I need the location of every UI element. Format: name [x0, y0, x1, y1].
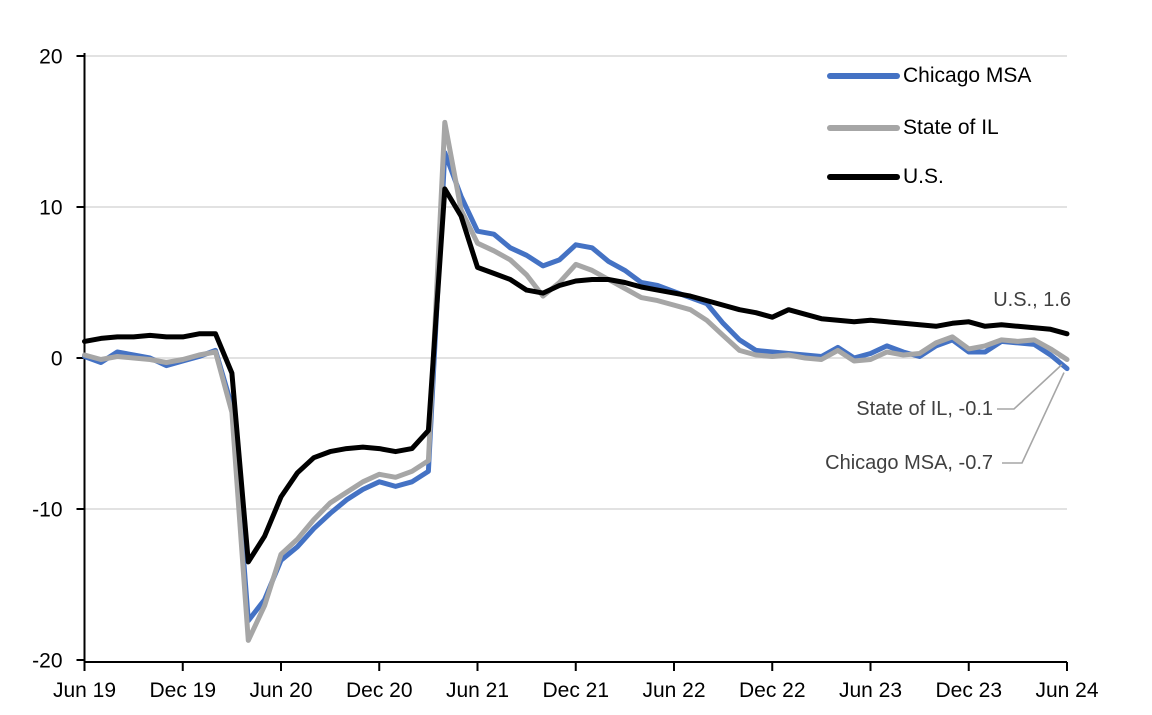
legend-line-sample-us — [827, 174, 900, 180]
leader-line-state-of-il — [997, 363, 1063, 410]
y-tick-label: -10 — [32, 499, 62, 522]
x-tick-label: Dec 22 — [739, 679, 806, 702]
legend-label-state-of-il: State of IL — [903, 116, 999, 139]
x-tick-label: Jun 20 — [249, 679, 312, 702]
legend-label-chicago-msa: Chicago MSA — [903, 64, 1032, 87]
y-tick-label: 20 — [39, 46, 62, 69]
legend-item-us: U.S. — [827, 163, 944, 191]
legend-line-sample-chicago-msa — [827, 73, 900, 79]
leader-line-chicago-msa — [1002, 372, 1065, 464]
y-tick-label: 10 — [39, 197, 62, 220]
x-tick-label: Jun 21 — [446, 679, 509, 702]
legend-line-sample-state-of-il — [827, 125, 900, 131]
x-tick-label: Jun 24 — [1035, 679, 1098, 702]
y-tick-label: 0 — [51, 348, 63, 371]
annotation-leader-lines — [997, 363, 1065, 464]
x-tick-label: Jun 23 — [839, 679, 902, 702]
series-line-state-of-il — [82, 119, 1070, 643]
series-line-u-s — [82, 186, 1070, 565]
x-tick-label: Dec 19 — [149, 679, 216, 702]
x-axis-tick-labels: Jun 19 Dec 19 Jun 20 Dec 20 Jun 21 Dec 21 Jun … — [53, 679, 1099, 702]
y-tick-label: -20 — [32, 650, 62, 673]
gridlines — [84, 55, 1067, 510]
x-tick-label: Jun 19 — [53, 679, 116, 702]
end-label-chicago-msa: Chicago MSA, -0.7 — [825, 452, 993, 474]
x-tick-label: Dec 21 — [542, 679, 609, 702]
x-tick-label: Jun 22 — [642, 679, 705, 702]
legend-label-us: U.S. — [903, 165, 944, 188]
legend-item-state-of-il: State of IL — [827, 114, 999, 142]
end-label-state-of-il: State of IL, -0.1 — [856, 398, 993, 420]
y-axis-tick-labels: 20 10 0 -10 -20 — [32, 46, 62, 673]
legend-item-chicago-msa: Chicago MSA — [827, 62, 1031, 90]
x-tick-label: Dec 20 — [346, 679, 413, 702]
x-tick-label: Dec 23 — [935, 679, 1002, 702]
data-series-lines — [82, 119, 1070, 643]
end-label-us: U.S., 1.6 — [993, 289, 1071, 311]
